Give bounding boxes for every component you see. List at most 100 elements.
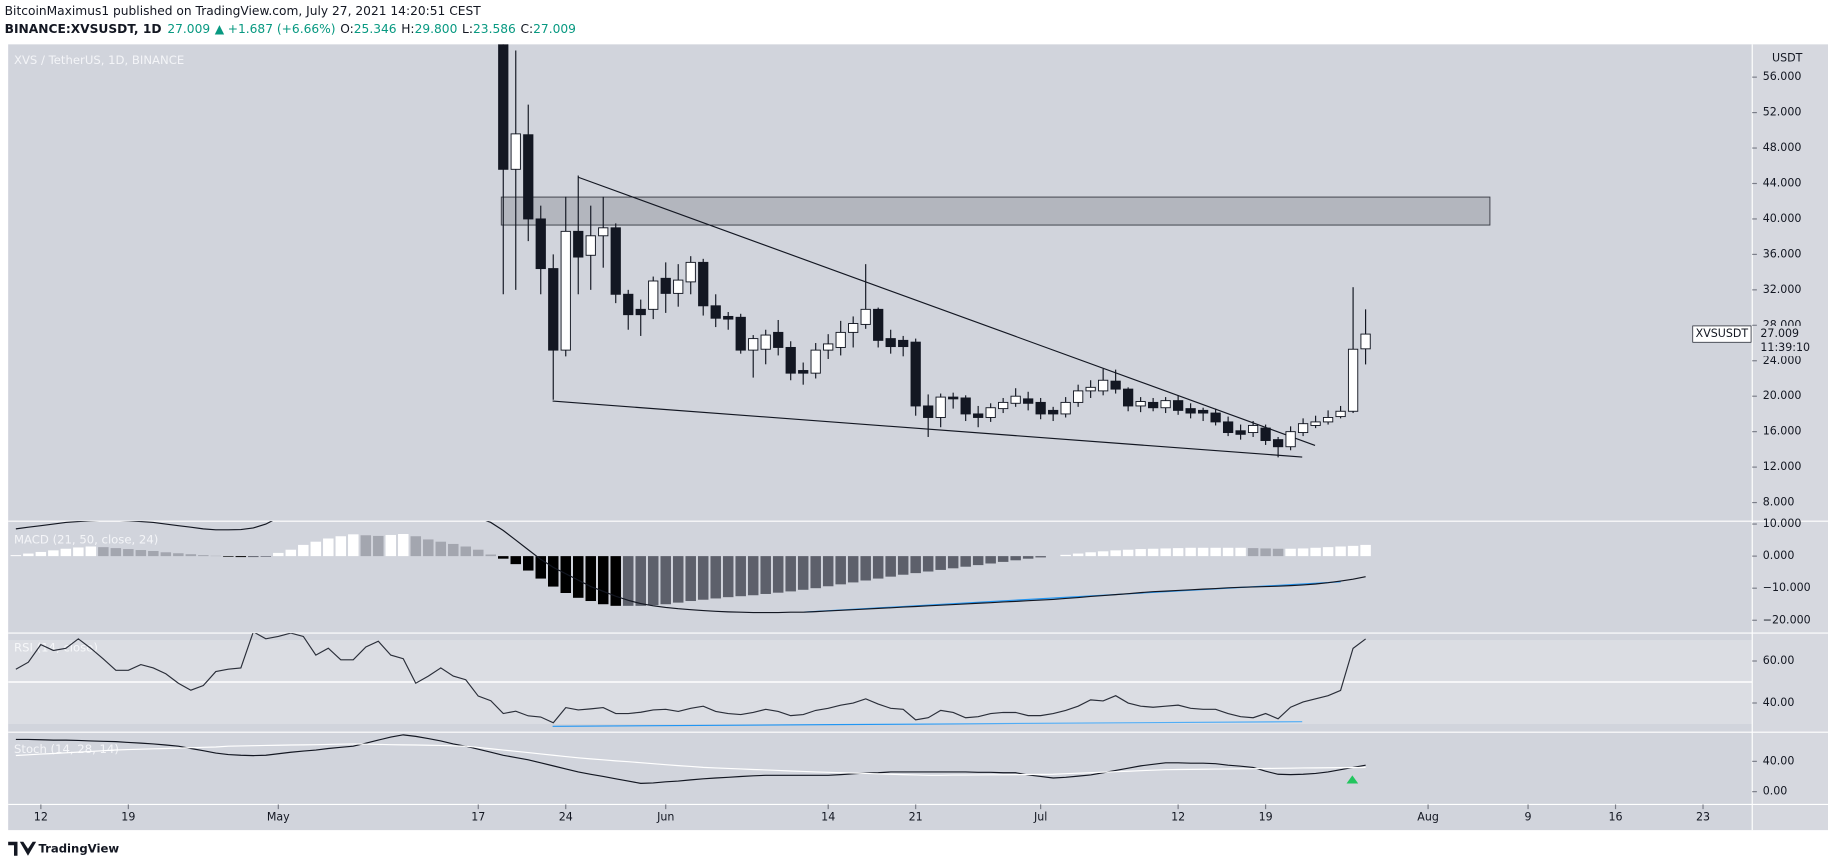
rsi-title: RSI (14, close) [14, 641, 98, 655]
histogram-bar [348, 534, 359, 557]
candle-body [1210, 412, 1221, 423]
y-tick-label: 0.000 [1763, 549, 1795, 562]
histogram-bar [223, 556, 234, 557]
histogram-bar [1147, 548, 1159, 557]
last-price-label: 27.009 [1760, 327, 1799, 340]
candle-body [1073, 390, 1084, 403]
histogram-bar [10, 555, 22, 557]
histogram-bar [947, 556, 959, 569]
symbol-tag: XVSUSDT [1696, 327, 1749, 340]
y-tick-label: 0.00 [1763, 785, 1788, 798]
candle-body [1347, 348, 1359, 412]
change: +1.687 (+6.66%) [228, 22, 336, 36]
ohlc-value: 27.009 [533, 22, 576, 36]
histogram-bar [35, 551, 47, 557]
y-tick-label: 24.000 [1763, 354, 1802, 367]
pane [15, 734, 1366, 784]
candle-body [723, 315, 734, 320]
symbol: BINANCE:XVSUSDT, 1D [5, 22, 162, 36]
x-tick-label: 19 [121, 810, 135, 823]
histogram-bar [985, 556, 996, 564]
histogram-bar [410, 536, 422, 557]
histogram-bar [110, 548, 122, 557]
candle-body [898, 339, 909, 348]
histogram-bar [335, 536, 347, 557]
histogram-bar [185, 554, 197, 557]
candle-body [1172, 400, 1184, 411]
candle-body [798, 370, 809, 374]
last-price-box [1753, 325, 1817, 357]
histogram-bar [310, 541, 322, 557]
histogram-bar [785, 556, 796, 592]
ohlc-label: O: [340, 22, 354, 36]
histogram-bar [747, 556, 759, 596]
histogram-bar [997, 556, 1009, 562]
histogram-bar [435, 541, 447, 557]
trendline [552, 721, 1303, 727]
candle-body [710, 305, 721, 319]
ohlc-value: 25.346 [354, 22, 397, 36]
pane [8, 633, 1753, 727]
histogram-bar [1210, 547, 1221, 557]
histogram-bar [48, 550, 59, 557]
histogram-bar [1322, 547, 1334, 557]
x-tick-label: 14 [821, 810, 835, 823]
histogram-bar [672, 556, 684, 603]
candle-body [685, 261, 696, 283]
histogram-bar [972, 556, 984, 566]
histogram-bar [910, 556, 921, 574]
y-tick-label: 36.000 [1763, 247, 1802, 260]
histogram-bar [1122, 549, 1134, 557]
histogram-bar [1185, 547, 1196, 557]
histogram-bar [1335, 546, 1346, 557]
histogram-bar [647, 556, 659, 606]
candle-body [1023, 398, 1034, 404]
ohlc-label: C: [520, 22, 533, 36]
ohlc-value: 23.586 [473, 22, 516, 36]
histogram-bar [498, 556, 509, 559]
candle-body [1260, 427, 1271, 441]
candle-body [623, 293, 634, 316]
last-price: 27.009 [167, 22, 210, 36]
candle-body [835, 331, 846, 348]
candle-body [810, 349, 821, 374]
y-tick-label: −10.000 [1763, 581, 1811, 594]
histogram-bar [1097, 551, 1109, 557]
ohlc-label: L: [462, 22, 473, 36]
histogram-bar [1222, 547, 1234, 557]
y-tick-label: −20.000 [1763, 613, 1811, 626]
histogram-bar [285, 549, 297, 557]
y-tick-label: 20.000 [1763, 389, 1802, 402]
candle-body [598, 227, 609, 237]
candle-body [1148, 401, 1159, 409]
candle-body [660, 277, 671, 294]
candle-body [760, 334, 771, 350]
histogram-bar [1035, 556, 1046, 558]
histogram-bar [135, 550, 147, 557]
histogram-bar [922, 556, 934, 572]
footer-logo: TradingView [8, 841, 119, 856]
x-tick-label: 9 [1525, 810, 1532, 823]
histogram-bar [548, 556, 559, 587]
histogram-bar [1260, 548, 1271, 557]
histogram-bar [235, 556, 247, 558]
resistance-zone [500, 196, 1491, 226]
y-tick-label: 44.000 [1763, 176, 1802, 189]
histogram-bar [398, 533, 409, 557]
histogram-bar [610, 556, 621, 606]
y-tick-label: 56.000 [1763, 70, 1802, 83]
y-tick-label: 48.000 [1763, 141, 1802, 154]
histogram-bar [760, 556, 771, 594]
candle-body [673, 279, 684, 294]
footer-brand: TradingView [38, 841, 119, 855]
x-tick-label: 12 [34, 810, 48, 823]
x-tick-label: 21 [909, 810, 923, 823]
x-tick-label: Jun [656, 810, 674, 823]
y-tick-label: 16.000 [1763, 425, 1802, 438]
symbol-line: BINANCE:XVSUSDT, 1D 27.009 ▲ +1.687 (+6.66%… [5, 22, 576, 36]
histogram-bar [148, 550, 159, 557]
candle-body [1322, 417, 1334, 423]
histogram-bar [572, 556, 584, 598]
histogram-bar [860, 556, 871, 581]
